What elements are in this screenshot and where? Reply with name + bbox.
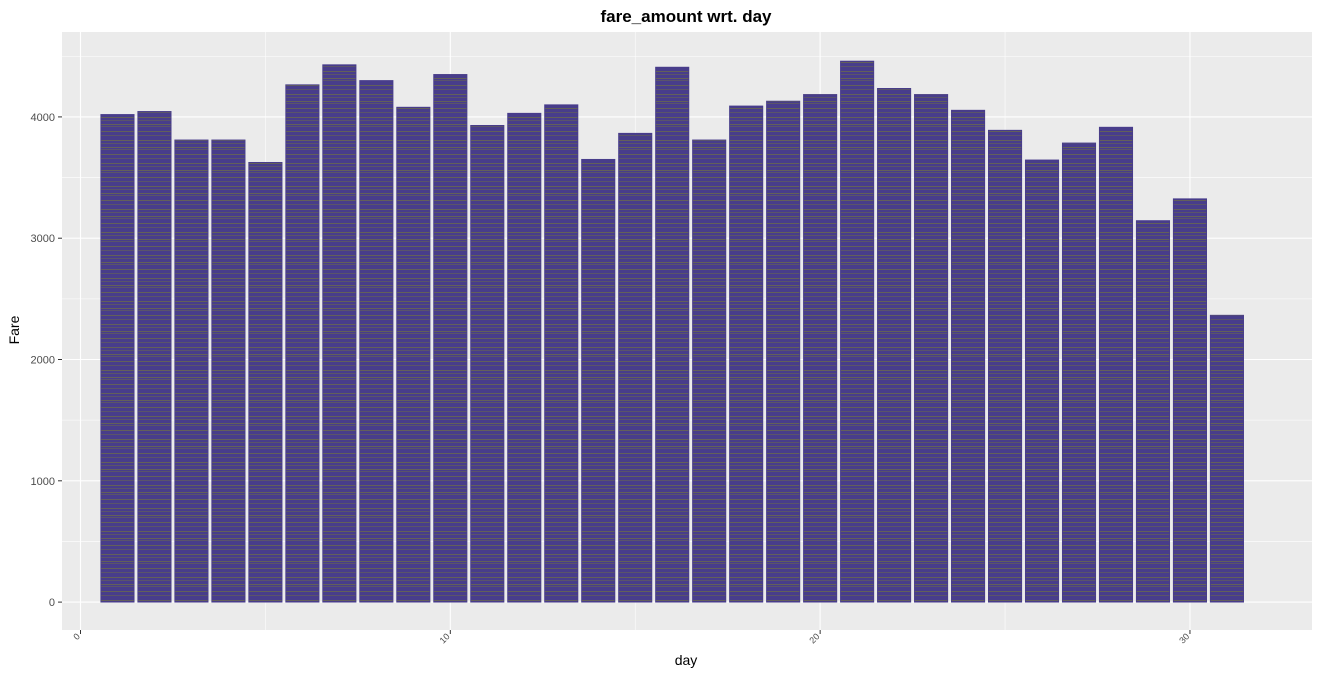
- bar-day-9: [396, 106, 431, 603]
- bar-day-15: [618, 132, 653, 603]
- y-tick-label: 3000: [31, 233, 55, 245]
- bar-day-31: [1209, 314, 1244, 603]
- bar-day-4: [211, 139, 246, 603]
- y-axis-title: Fare: [6, 315, 22, 344]
- bar-day-3: [174, 139, 209, 603]
- bar-day-29: [1135, 220, 1171, 603]
- y-tick-label: 4000: [31, 112, 55, 124]
- bar-day-5: [248, 161, 283, 603]
- bar-day-13: [544, 104, 579, 603]
- bar-day-2: [137, 111, 172, 603]
- bar-day-20: [803, 94, 838, 603]
- bar-day-17: [692, 139, 727, 603]
- y-tick-label: 0: [49, 597, 55, 609]
- bar-day-8: [359, 80, 394, 603]
- bar-day-30: [1172, 198, 1208, 603]
- bar-day-27: [1061, 142, 1097, 603]
- bar-day-6: [285, 84, 320, 603]
- bar-day-19: [766, 100, 801, 603]
- bar-day-12: [507, 112, 542, 603]
- bar-day-14: [581, 158, 616, 603]
- y-axis: 0 1000 2000 3000 4000: [31, 112, 62, 609]
- bar-day-16: [655, 66, 690, 603]
- bars: [100, 60, 1244, 603]
- bar-day-21: [840, 60, 875, 603]
- bar-day-10: [433, 74, 468, 603]
- x-axis-title: day: [675, 652, 698, 668]
- bar-day-22: [877, 88, 912, 603]
- y-tick-label: 2000: [31, 355, 55, 367]
- bar-day-18: [729, 105, 764, 603]
- bar-day-23: [914, 94, 949, 603]
- chart-title: fare_amount wrt. day: [601, 7, 773, 26]
- bar-day-11: [470, 124, 505, 603]
- bar-day-24: [951, 109, 986, 603]
- y-tick-label: 1000: [31, 476, 55, 488]
- x-tick-label: 0: [71, 631, 82, 642]
- bar-day-28: [1098, 126, 1134, 603]
- bar-day-26: [1024, 159, 1060, 603]
- bar-day-1: [100, 114, 135, 603]
- bar-day-25: [988, 129, 1023, 603]
- bar-day-7: [322, 64, 357, 603]
